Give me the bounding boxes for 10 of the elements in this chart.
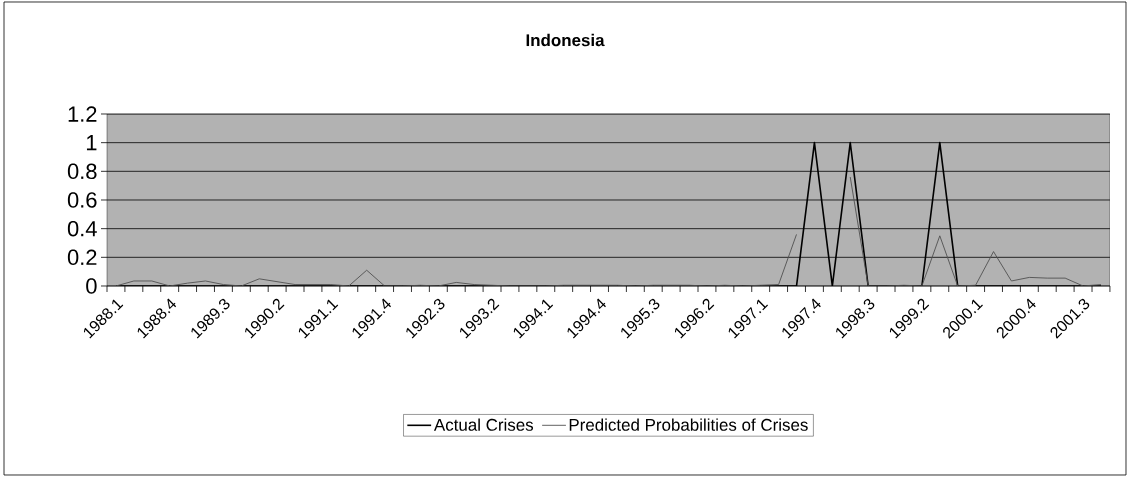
legend-label: Predicted Probabilities of Crises <box>569 418 808 431</box>
y-tick-label: 0.8 <box>67 163 97 180</box>
y-tick-label: 0.4 <box>67 220 97 237</box>
y-tick-label: 1 <box>86 135 97 151</box>
y-tick-label: 0.2 <box>67 249 97 266</box>
legend-label: Actual Crises <box>433 418 534 431</box>
chart-title: Indonesia <box>526 33 605 47</box>
y-tick-label: 0 <box>86 278 97 294</box>
y-tick-label: 0.6 <box>67 192 97 208</box>
y-tick-label: 1.2 <box>68 106 97 122</box>
